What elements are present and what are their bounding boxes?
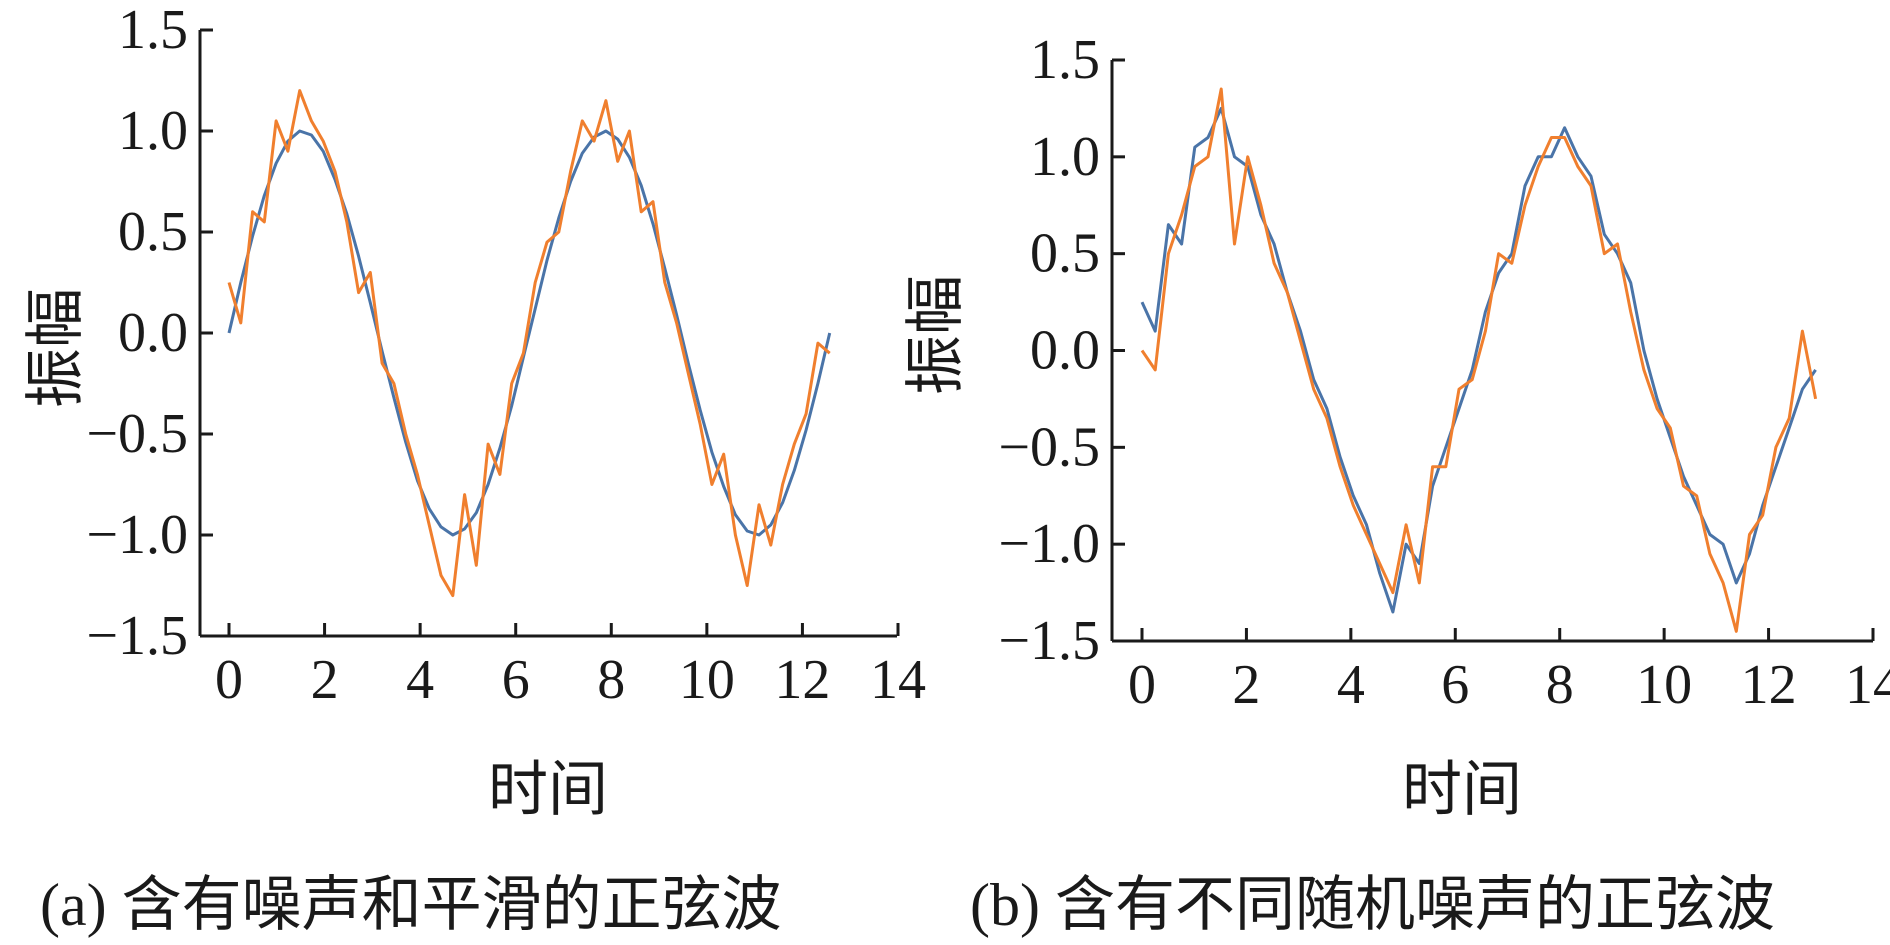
x-tick-label: 6 xyxy=(502,649,530,711)
y-tick-label: 1.5 xyxy=(118,0,188,61)
x-tick-label: 14 xyxy=(1845,654,1890,716)
y-tick-label: 1.0 xyxy=(118,100,188,162)
y-tick-label: 0.0 xyxy=(118,302,188,364)
y-axis-title-a: 振幅 xyxy=(23,288,89,408)
series-line-orange xyxy=(1140,87,1818,633)
x-tick-label: 2 xyxy=(311,649,339,711)
y-tick-label: 0.0 xyxy=(1030,320,1100,382)
x-tick-label: 4 xyxy=(406,649,434,711)
x-tick-label: 2 xyxy=(1232,654,1260,716)
y-tick-label: −1.0 xyxy=(86,504,188,566)
y-tick-label: 1.0 xyxy=(1030,126,1100,188)
y-tick-label: 1.5 xyxy=(1030,29,1100,91)
y-tick-label: −0.5 xyxy=(998,416,1100,478)
x-axis-title-b: 时间 xyxy=(1402,757,1522,823)
x-tick-label: 12 xyxy=(774,649,830,711)
x-tick-label: 4 xyxy=(1337,654,1365,716)
x-ticks-a: 0 2 4 6 8 10 12 14 xyxy=(215,623,926,711)
y-tick-label: 0.5 xyxy=(118,201,188,263)
panel-b: 1.51.00.50.0−0.5−1.0−1.5 0 2 4 6 8 10 12 14 振幅 … xyxy=(903,29,1890,938)
y-ticks-b: 1.5 1.0 0.5 0.0 −0.5 −1.0 −1.5 xyxy=(998,29,1125,672)
caption-b: (b) 含有不同随机噪声的正弦波 xyxy=(970,872,1775,938)
panel-a: 1.51.00.50.0−0.5−1.0−1.5 0 2 4 6 8 10 12 14 振幅 … xyxy=(23,0,926,938)
x-tick-label: 10 xyxy=(1636,654,1692,716)
x-ticks-b: 0 2 4 6 8 10 12 14 xyxy=(1128,628,1890,716)
x-tick-label: 0 xyxy=(1128,654,1156,716)
x-tick-label: 6 xyxy=(1441,654,1469,716)
series-line-orange xyxy=(227,89,831,598)
x-tick-label: 8 xyxy=(1546,654,1574,716)
x-tick-label: 14 xyxy=(870,649,926,711)
y-tick-label: −1.5 xyxy=(86,605,188,667)
x-tick-label: 8 xyxy=(597,649,625,711)
caption-a: (a) 含有噪声和平滑的正弦波 xyxy=(40,872,782,938)
x-tick-label: 0 xyxy=(215,649,243,711)
y-ticks-a: 1.5 1.0 0.5 0.0 −0.5 −1.0 −1.5 xyxy=(86,0,213,667)
plot-area-a xyxy=(227,89,832,598)
y-tick-label: −1.5 xyxy=(998,610,1100,672)
x-tick-label: 12 xyxy=(1741,654,1797,716)
plot-area-b xyxy=(1140,87,1818,633)
y-tick-label: −1.0 xyxy=(998,513,1100,575)
y-tick-label: −0.5 xyxy=(86,403,188,465)
series-line-blue xyxy=(227,129,832,537)
x-tick-label: 10 xyxy=(679,649,735,711)
y-tick-label: 0.5 xyxy=(1030,223,1100,285)
y-axis-title-b: 振幅 xyxy=(903,275,969,395)
x-axis-title-a: 时间 xyxy=(488,757,608,823)
